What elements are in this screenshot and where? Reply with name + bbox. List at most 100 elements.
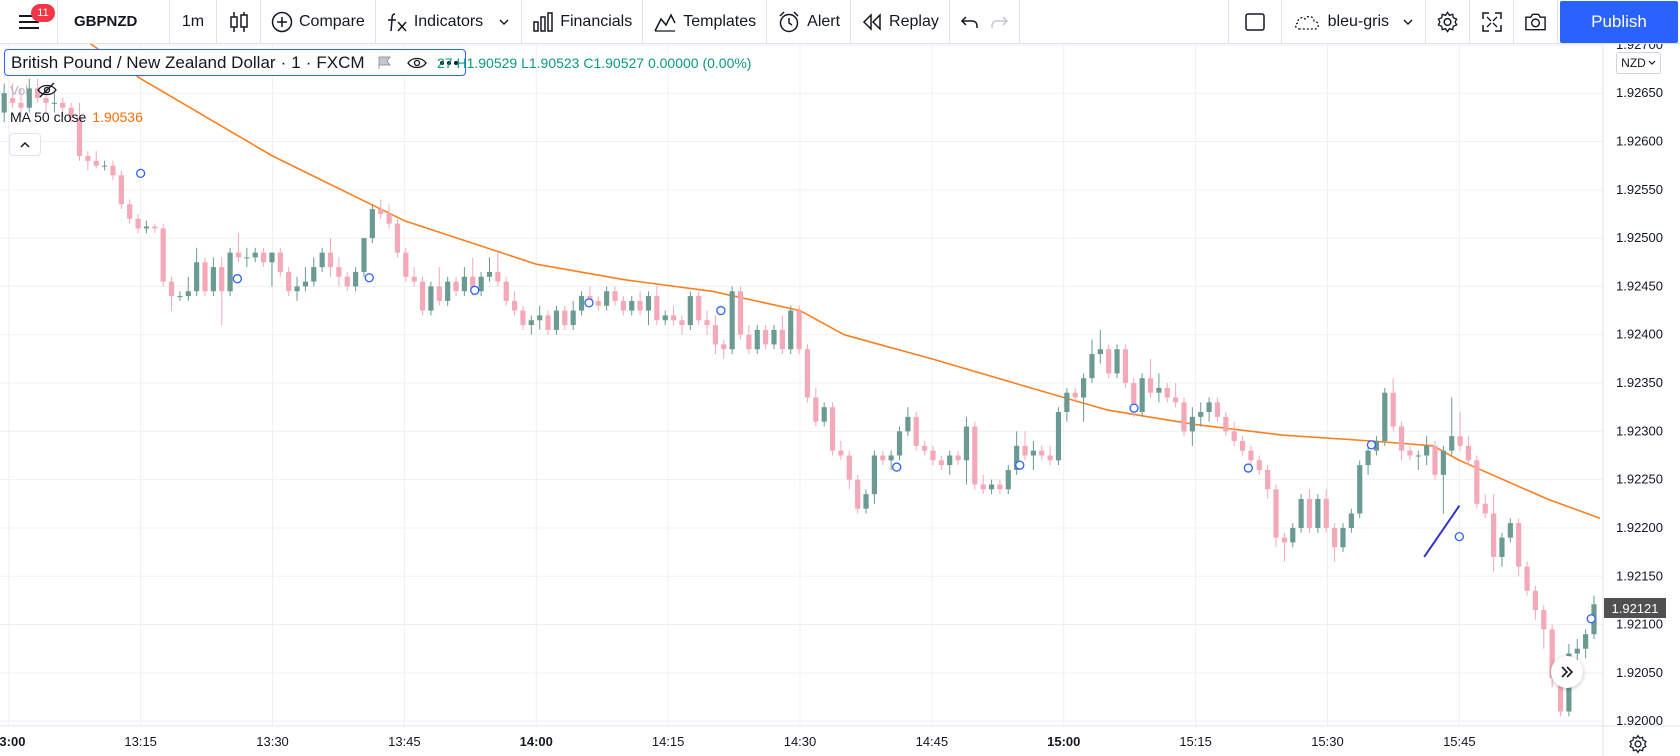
candle-body bbox=[1465, 445, 1472, 461]
candle bbox=[1323, 489, 1329, 533]
replay-button[interactable]: Replay bbox=[851, 0, 950, 44]
candle bbox=[922, 441, 928, 456]
candle-body bbox=[1189, 416, 1195, 432]
candle bbox=[988, 479, 995, 495]
undo-icon[interactable] bbox=[960, 13, 980, 31]
candle-body bbox=[679, 320, 685, 326]
candles-icon bbox=[229, 11, 248, 32]
candle-body bbox=[227, 252, 233, 292]
compare-button[interactable]: Compare bbox=[261, 0, 376, 44]
legend-exchange: FXCM bbox=[316, 52, 365, 72]
candle bbox=[888, 450, 894, 470]
candle bbox=[60, 98, 66, 118]
candle bbox=[1340, 523, 1346, 553]
legend-separator: · bbox=[280, 52, 287, 72]
candle bbox=[1064, 387, 1070, 422]
candle bbox=[1189, 407, 1195, 446]
candle-body bbox=[1315, 498, 1321, 528]
redo-icon[interactable] bbox=[989, 13, 1009, 31]
candle-body bbox=[302, 281, 309, 287]
candle bbox=[336, 257, 342, 287]
y-tick-label: 1.92700 bbox=[1616, 44, 1663, 52]
candle-body bbox=[26, 88, 32, 108]
candle-body bbox=[194, 262, 200, 292]
settings-button[interactable] bbox=[1426, 0, 1470, 44]
main-menu-button[interactable]: 11 bbox=[0, 0, 58, 44]
candle bbox=[1365, 445, 1371, 475]
candle-body bbox=[645, 296, 652, 311]
candle bbox=[1516, 518, 1522, 577]
candle bbox=[679, 315, 685, 335]
layout-toggle-button[interactable] bbox=[1227, 0, 1282, 44]
legend-collapse-button[interactable] bbox=[9, 133, 41, 156]
y-tick-label: 1.92050 bbox=[1616, 665, 1663, 680]
candle bbox=[905, 407, 911, 437]
double-chevron-right-icon bbox=[1561, 666, 1574, 678]
layout-name-button[interactable]: bleu-gris bbox=[1282, 0, 1426, 44]
candle-body bbox=[746, 334, 752, 350]
candle-body bbox=[68, 107, 74, 118]
time-axis[interactable]: 13:00 13:15 13:30 13:45 14:00 14:15 14:30 14:45… bbox=[0, 725, 1680, 749]
candle bbox=[746, 325, 752, 355]
candle bbox=[1306, 489, 1313, 533]
candle bbox=[645, 291, 652, 326]
fullscreen-button[interactable] bbox=[1470, 0, 1514, 44]
candle-body bbox=[737, 291, 744, 335]
volume-legend[interactable]: Vol bbox=[10, 81, 58, 99]
chart-type-button[interactable] bbox=[217, 0, 261, 44]
flag-icon[interactable] bbox=[377, 56, 393, 70]
candle-body bbox=[1457, 436, 1463, 446]
candle bbox=[118, 170, 124, 210]
candle bbox=[319, 247, 325, 272]
candle-body bbox=[1474, 460, 1480, 504]
candle-body bbox=[562, 310, 568, 326]
ma-legend[interactable]: MA 50 close 1.90536 bbox=[10, 109, 143, 125]
publish-button[interactable]: Publish bbox=[1560, 0, 1678, 43]
eye-icon[interactable] bbox=[406, 56, 427, 70]
candle bbox=[788, 305, 794, 355]
snapshot-button[interactable] bbox=[1514, 0, 1558, 44]
candle bbox=[871, 450, 877, 504]
chevron-down-icon bbox=[1648, 60, 1656, 65]
candle bbox=[1223, 412, 1229, 437]
candle bbox=[930, 445, 936, 466]
candle-body bbox=[687, 296, 693, 326]
symbol-legend-box[interactable]: British Pound / New Zealand Dollar · 1 ·… bbox=[4, 49, 466, 76]
event-marker bbox=[364, 273, 374, 283]
candle-body bbox=[545, 315, 551, 330]
gear-icon bbox=[1629, 734, 1647, 754]
candle-body bbox=[1139, 378, 1145, 413]
candle bbox=[68, 102, 74, 123]
candle-body bbox=[1005, 469, 1011, 490]
candle-body bbox=[260, 252, 267, 263]
candle-body bbox=[1156, 387, 1162, 393]
eye-hidden-icon[interactable] bbox=[36, 81, 58, 99]
candle-body bbox=[428, 286, 434, 311]
price-axis[interactable]: 1.92700 1.92650 1.92600 1.92550 1.92500 1.924… bbox=[1602, 44, 1663, 756]
alert-button[interactable]: Alert bbox=[767, 0, 852, 44]
candle bbox=[51, 93, 57, 113]
templates-button[interactable]: Templates bbox=[643, 0, 768, 44]
axis-settings-button[interactable] bbox=[1626, 732, 1650, 756]
candle-body bbox=[1398, 426, 1405, 451]
indicators-button[interactable]: Indicators bbox=[376, 0, 523, 44]
candle bbox=[177, 291, 183, 301]
more-dots-icon[interactable] bbox=[439, 60, 459, 66]
symbol-search-button[interactable]: GBPNZD bbox=[58, 0, 170, 44]
candle bbox=[729, 286, 735, 355]
candle-body bbox=[963, 426, 970, 461]
candle bbox=[670, 305, 677, 326]
interval-button[interactable]: 1m bbox=[170, 0, 217, 44]
candle-body bbox=[1524, 566, 1530, 591]
candle-body bbox=[51, 102, 57, 104]
currency-select[interactable]: NZD bbox=[1616, 52, 1661, 74]
compare-label: Compare bbox=[299, 12, 365, 30]
scroll-to-realtime-button[interactable] bbox=[1551, 656, 1583, 688]
price-chart[interactable]: 1.92700 1.92650 1.92600 1.92550 1.92500 1.924… bbox=[0, 44, 1680, 756]
candle-body bbox=[411, 276, 417, 282]
candle-body bbox=[1365, 450, 1371, 466]
candle bbox=[712, 315, 719, 355]
financials-button[interactable]: Financials bbox=[522, 0, 644, 44]
candle bbox=[1532, 585, 1539, 620]
top-toolbar: 11 GBPNZD 1m Compare Indicators bbox=[0, 0, 1680, 44]
